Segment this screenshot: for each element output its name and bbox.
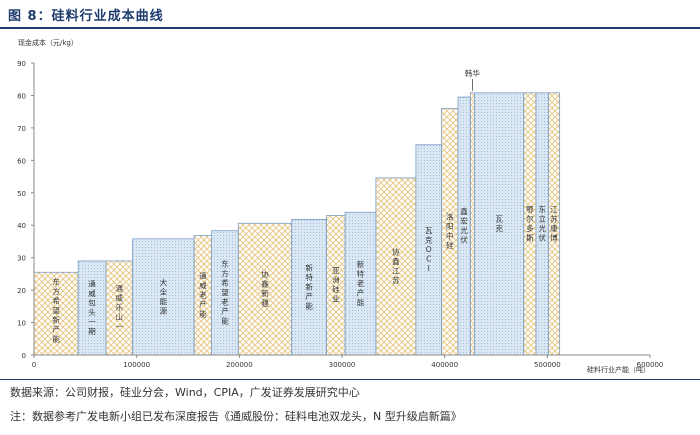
title-bar: 图 8：硅料行业成本曲线: [0, 0, 700, 29]
bar-label-4: 通威老产能: [199, 271, 207, 319]
y-tick-label: 0: [22, 352, 26, 360]
y-tick-label: 70: [17, 125, 26, 133]
y-tick-label: 10: [17, 320, 26, 328]
y-tick-label: 40: [17, 222, 26, 230]
bar-3: [132, 238, 195, 356]
bar-label-8: 亚洲硅业: [332, 266, 340, 304]
bar-0: [33, 271, 79, 356]
x-tick-label: 500000: [534, 361, 561, 369]
bar-label-15: 瓦克: [495, 214, 503, 233]
bar-label-16: 鄂尔多斯: [526, 205, 534, 243]
bars-layer: [33, 92, 561, 356]
bar-label-7: 新特新产能: [305, 262, 313, 310]
cost-curve-chart: 0 10 20 30 40 50 60 70 80 90 0 100000 200000 300000 40…: [17, 38, 663, 374]
x-tick-label: 400000: [431, 361, 458, 369]
x-tick-label: 100000: [123, 361, 150, 369]
bar-7: [291, 218, 327, 356]
y-tick-label: 30: [17, 255, 26, 263]
x-tick-label: 200000: [226, 361, 253, 369]
callout-label: 韩华: [465, 68, 480, 78]
bar-label-0: 东方希望新产能: [52, 277, 60, 344]
bar-9: [344, 211, 377, 356]
bar-label-13: 鑫宏光伏: [460, 206, 468, 245]
bar-label-1: 通威包头一期: [88, 278, 96, 336]
bar-14: [469, 92, 475, 356]
x-tick-label: 600000: [637, 361, 664, 369]
bar-label-17: 东立光伏: [538, 204, 546, 243]
bar-label-2: 通威乐山一: [115, 283, 123, 331]
y-tick-label: 90: [17, 60, 26, 68]
bar-label-10: 协鑫江苏: [392, 246, 400, 285]
x-tick-label: 0: [32, 361, 36, 369]
bar-1: [77, 260, 107, 356]
labels-layer: 东方希望新产能 通威包头一期 通威乐山一 大全能源 通威老产能 东方希望老产能 协鑫新疆 新特…: [52, 68, 558, 344]
figure-title: 图 8：硅料行业成本曲线: [8, 9, 164, 24]
y-axis-title: 现金成本（元/kg）: [18, 38, 78, 47]
bar-label-18: 江苏康博: [550, 205, 558, 243]
axes-layer: 0 10 20 30 40 50 60 70 80 90 0 100000 200000 300000 40…: [17, 38, 663, 374]
note-text: 注：数据参考广发电新小组已发布深度报告《通威股份：硅料电池双龙头，N 型升级启新…: [10, 410, 462, 423]
bar-11: [415, 144, 442, 356]
y-tick-label: 80: [17, 92, 26, 100]
bar-label-11: 瓦克 O C I: [425, 226, 433, 273]
bar-2: [105, 260, 133, 356]
bar-label-9: 新特老产能: [357, 259, 365, 307]
x-tick-label: 300000: [329, 361, 356, 369]
source-text: 数据来源：公司财报，硅业分会，Wind，CPIA，广发证券发展研究中心: [10, 386, 360, 399]
bar-label-6: 协鑫新疆: [261, 269, 269, 308]
y-tick-label: 50: [17, 190, 26, 198]
bar-label-5: 东方希望老产能: [221, 259, 229, 326]
source-divider: [0, 379, 700, 380]
y-tick-label: 20: [17, 287, 26, 295]
bar-label-3: 大全能源: [160, 277, 168, 316]
y-tick-label: 60: [17, 157, 26, 165]
bar-label-12: 洛阳中硅: [446, 212, 454, 251]
bar-15: [474, 92, 525, 356]
x-axis-title: 硅料行业产能（吨）: [587, 365, 650, 374]
